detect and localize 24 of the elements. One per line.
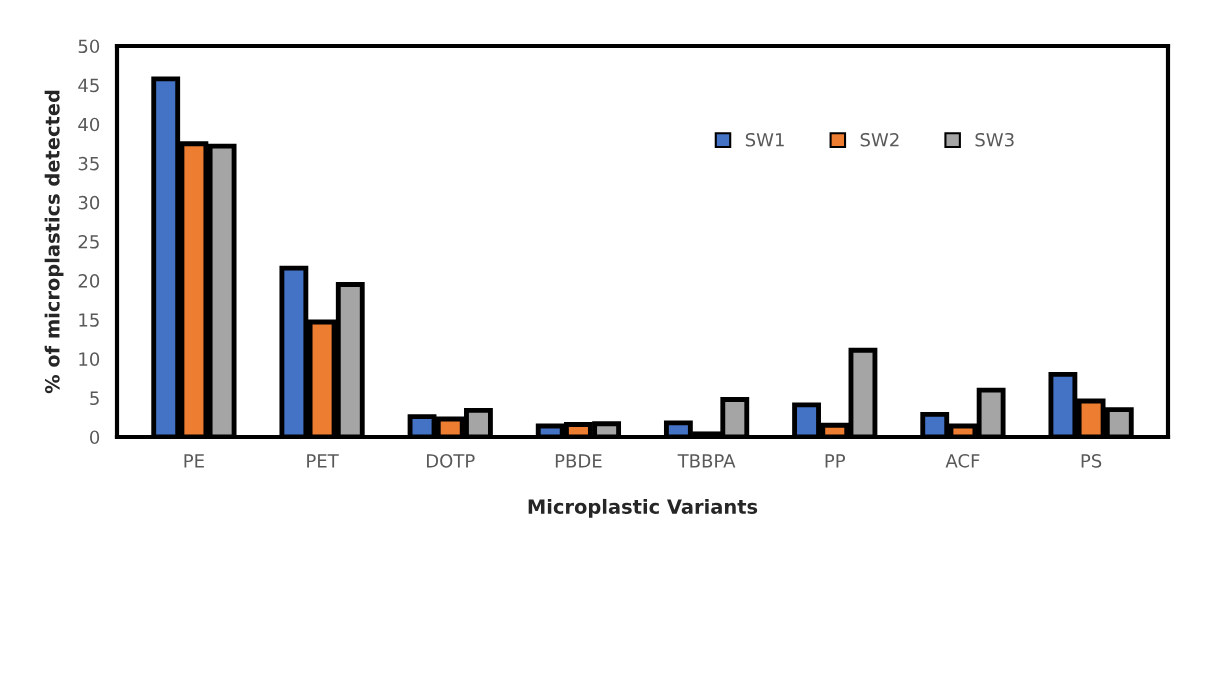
x-tick-label: PBDE [555, 454, 602, 468]
x-tick-label: TBBPA [677, 454, 736, 468]
y-tick-label: 10 [79, 352, 100, 366]
legend-label: SW2 [860, 132, 899, 147]
x-tick-label: PET [307, 454, 339, 468]
y-tick-label: 50 [78, 39, 100, 54]
y-tick-label: 35 [78, 156, 99, 171]
x-tick-label: ACF [945, 453, 980, 468]
x-tick-label: DOTP [427, 453, 475, 468]
y-tick-label: 0 [90, 430, 100, 445]
y-tick-label: 25 [78, 234, 99, 249]
y-tick-label: 20 [78, 274, 100, 288]
x-tick-label: PE [184, 454, 204, 468]
x-tick-label: PS [1081, 453, 1102, 468]
y-tick-label: 45 [78, 78, 99, 93]
legend-label: SW1 [745, 132, 784, 147]
y-tick-label: 30 [78, 195, 100, 210]
legend-label: SW3 [975, 132, 1014, 147]
y-tick-label: 15 [79, 313, 99, 327]
x-tick-label: PP [825, 454, 846, 468]
y-tick-label: 5 [90, 391, 99, 406]
x-axis-title: Microplastic Variants [528, 498, 758, 518]
y-axis-title: % of microplastics detected [44, 90, 64, 394]
y-tick-label: 40 [78, 117, 100, 132]
